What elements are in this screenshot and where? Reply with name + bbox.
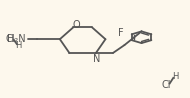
- Text: H: H: [173, 72, 179, 81]
- Text: O: O: [72, 20, 80, 30]
- Text: F: F: [118, 28, 124, 38]
- Text: H: H: [15, 41, 21, 50]
- Text: H₂N: H₂N: [7, 34, 26, 44]
- Text: N: N: [93, 54, 101, 64]
- Text: Cl: Cl: [6, 34, 15, 44]
- Text: Cl: Cl: [162, 80, 171, 90]
